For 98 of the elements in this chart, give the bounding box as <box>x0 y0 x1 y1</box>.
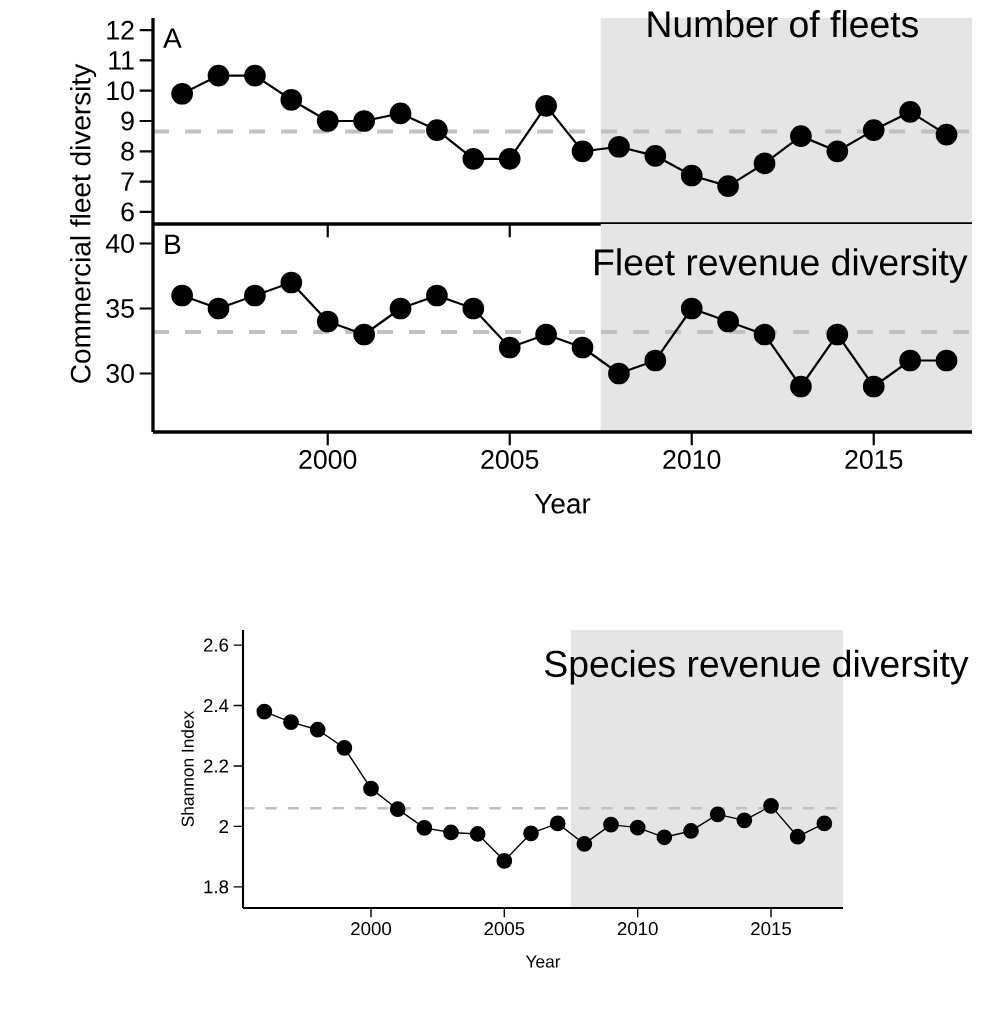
point <box>389 297 412 320</box>
point <box>535 94 557 117</box>
point <box>389 102 412 125</box>
point <box>549 815 566 832</box>
point <box>426 284 448 307</box>
point <box>680 164 703 187</box>
point <box>523 825 539 842</box>
point <box>280 271 303 294</box>
point <box>353 110 375 132</box>
point <box>603 816 619 833</box>
point <box>535 323 557 346</box>
y-tick-label: 1.8 <box>204 880 229 894</box>
point <box>753 152 776 175</box>
point <box>207 64 230 87</box>
point <box>680 297 703 320</box>
point <box>753 323 776 346</box>
y-tick-label: 35 <box>106 299 134 318</box>
y-tick-label: 30 <box>106 364 134 383</box>
point <box>336 740 353 756</box>
y-tick-label: 8 <box>121 141 134 161</box>
point <box>244 284 266 307</box>
y-tick-label: 9 <box>121 111 134 131</box>
x-tick-label: 2010 <box>617 922 658 936</box>
y-tick-label: 40 <box>105 234 134 253</box>
point <box>608 362 630 385</box>
x-axis-title: Year <box>534 494 591 514</box>
x-axis-title: Year <box>525 955 561 968</box>
point <box>207 297 230 320</box>
point <box>389 801 406 818</box>
y-tick-label: 2.4 <box>203 699 229 713</box>
point <box>935 349 958 372</box>
y-axis-title: Commercial fleet diversity <box>70 63 97 383</box>
y-tick-label: 7 <box>121 172 134 191</box>
y-tick-label: 12 <box>107 20 134 40</box>
point <box>316 310 339 333</box>
x-tick-label: 2015 <box>845 450 903 469</box>
point <box>862 375 885 398</box>
point <box>443 824 459 841</box>
point <box>736 812 753 829</box>
y-tick-label: 6 <box>121 202 134 222</box>
point <box>309 721 326 738</box>
point <box>899 101 921 123</box>
point <box>862 119 885 141</box>
x-tick-label: 2015 <box>751 922 791 936</box>
point <box>709 806 726 823</box>
point <box>469 826 486 842</box>
x-tick-label: 2000 <box>299 450 357 469</box>
x-tick-label: 2005 <box>481 450 539 469</box>
point <box>571 140 594 163</box>
point <box>789 828 806 845</box>
text: Fleet revenue diversity <box>595 248 968 283</box>
point <box>496 853 513 869</box>
y-tick-label: 11 <box>109 51 134 70</box>
y-tick-label: 2.6 <box>203 638 229 652</box>
y-axis-title: Shannon Index <box>181 710 194 827</box>
point <box>353 323 375 346</box>
y-tick-label: 2 <box>219 819 229 833</box>
point <box>790 375 812 398</box>
x-tick-label: 2000 <box>351 922 392 936</box>
point <box>171 284 193 307</box>
point <box>826 323 849 346</box>
point <box>644 349 667 372</box>
point <box>256 703 273 720</box>
point <box>935 123 958 146</box>
point <box>608 135 630 158</box>
annotation: B <box>165 234 181 254</box>
point <box>763 798 779 814</box>
point <box>498 148 521 170</box>
chart-title: Number of fleets <box>648 10 918 38</box>
point <box>629 819 646 836</box>
annotation: A <box>163 28 182 48</box>
point <box>683 823 699 839</box>
y-tick-label: 2.2 <box>203 759 229 773</box>
point <box>656 829 673 846</box>
point <box>462 297 485 320</box>
point <box>244 64 266 87</box>
point <box>717 175 739 197</box>
point <box>316 110 339 132</box>
point <box>826 140 849 163</box>
point <box>426 119 448 141</box>
point <box>498 336 521 359</box>
point <box>283 714 299 731</box>
point <box>416 820 433 836</box>
point <box>280 88 303 111</box>
x-tick-label: 2010 <box>663 450 721 469</box>
point <box>899 349 921 372</box>
point <box>363 780 379 797</box>
point <box>571 336 594 359</box>
point <box>717 310 739 333</box>
point <box>576 836 593 852</box>
point <box>171 82 193 105</box>
point <box>790 125 812 147</box>
point <box>462 148 485 170</box>
y-tick-label: 10 <box>107 81 134 101</box>
chart-title: Species revenue diversity <box>545 649 969 685</box>
point <box>816 815 833 832</box>
x-tick-label: 2005 <box>484 922 525 936</box>
point <box>644 144 667 167</box>
